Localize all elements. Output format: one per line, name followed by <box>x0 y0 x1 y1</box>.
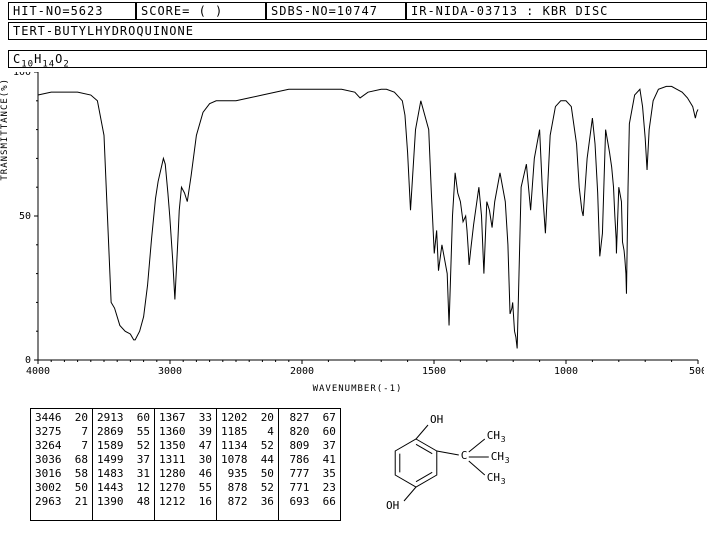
header-formula-row: C10H14O2 <box>8 50 707 68</box>
svg-text:C: C <box>461 449 468 462</box>
svg-text:100: 100 <box>13 72 31 78</box>
compound-name-cell: TERT-BUTYLHYDROQUINONE <box>8 22 707 40</box>
svg-text:2000: 2000 <box>290 366 314 377</box>
svg-text:CH: CH <box>487 429 500 442</box>
svg-text:OH: OH <box>386 499 399 512</box>
molecule-svg: OHOHCCH3CH3CH3 <box>361 408 531 518</box>
svg-text:4000: 4000 <box>26 366 50 377</box>
svg-text:3: 3 <box>501 435 506 444</box>
formula-cell: C10H14O2 <box>8 50 707 68</box>
svg-text:3: 3 <box>505 456 510 465</box>
peaks-column: 2913 60 2869 55 1589 52 1499 37 1483 31 … <box>93 409 155 520</box>
svg-text:1500: 1500 <box>422 366 446 377</box>
peaks-column: 1202 20 1185 4 1134 52 1078 44 935 50 87… <box>217 409 279 520</box>
spectrum-svg: 0 50 100 4000 3000 2000 1500 1000 500 <box>4 72 704 377</box>
peaks-column: 1367 33 1360 39 1350 47 1311 30 1280 46 … <box>155 409 217 520</box>
header-top-row: HIT-NO=5623 SCORE= ( ) SDBS-NO=10747 IR-… <box>8 2 707 20</box>
y-axis-label: TRANSMITTANCE(%) <box>0 78 10 181</box>
spectrum-chart: TRANSMITTANCE(%) 05010040003000200015001… <box>4 72 711 392</box>
svg-text:CH: CH <box>487 471 500 484</box>
bottom-panel: 3446 20 3275 7 3264 7 3036 68 3016 58 30… <box>30 408 707 521</box>
hit-no-cell: HIT-NO=5623 <box>8 2 136 20</box>
ir-id-cell: IR-NIDA-03713 : KBR DISC <box>406 2 707 20</box>
x-axis-label: WAVENUMBER(-1) <box>313 384 403 394</box>
svg-text:50: 50 <box>19 211 31 222</box>
svg-text:3: 3 <box>501 477 506 486</box>
peaks-table: 3446 20 3275 7 3264 7 3036 68 3016 58 30… <box>30 408 341 521</box>
svg-text:OH: OH <box>430 413 443 426</box>
peaks-column: 3446 20 3275 7 3264 7 3036 68 3016 58 30… <box>31 409 93 520</box>
molecule-diagram: OHOHCCH3CH3CH3 <box>361 408 531 521</box>
svg-text:1000: 1000 <box>554 366 578 377</box>
sdbs-no-cell: SDBS-NO=10747 <box>266 2 406 20</box>
svg-text:0: 0 <box>25 355 31 366</box>
svg-text:3000: 3000 <box>158 366 182 377</box>
svg-text:CH: CH <box>491 450 504 463</box>
score-cell: SCORE= ( ) <box>136 2 266 20</box>
svg-text:500: 500 <box>689 366 704 377</box>
peaks-column: 827 67 820 60 809 37 786 41 777 35 771 2… <box>279 409 340 520</box>
header-compound-row: TERT-BUTYLHYDROQUINONE <box>8 22 707 40</box>
